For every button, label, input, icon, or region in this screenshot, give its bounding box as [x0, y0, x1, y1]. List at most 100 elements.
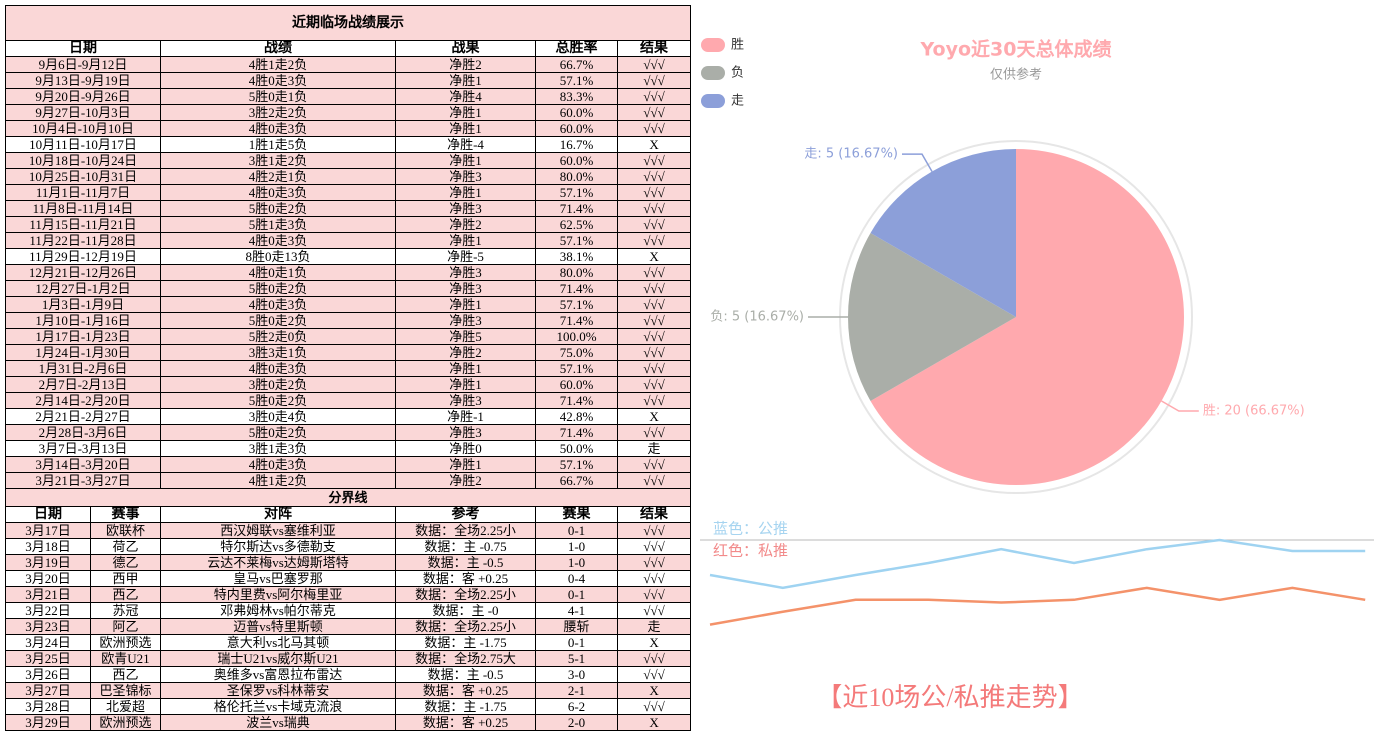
- table-title: 近期临场战绩展示: [4, 5, 692, 41]
- table-cell: 净胜2: [395, 472, 536, 489]
- table-cell: 42.8%: [535, 408, 618, 425]
- table-cell: 数据：客 +0.25: [395, 714, 536, 731]
- table-cell: 欧青U21: [90, 650, 161, 667]
- table-cell: 净胜2: [395, 344, 536, 361]
- table-row: 11月1日-11月7日 4胜0走3负 净胜1 57.1% √√√: [5, 184, 692, 201]
- table-row: 10月11日-10月17日 1胜1走5负 净胜-4 16.7% X: [5, 136, 692, 153]
- table-cell: √√√: [616, 296, 692, 313]
- table-cell: 欧洲预选: [90, 714, 161, 731]
- table-cell: √√√: [616, 264, 692, 281]
- table-cell: 5胜2走0负: [160, 328, 396, 345]
- table-cell: 71.4%: [535, 312, 618, 329]
- table-row: 3月21日-3月27日 4胜1走2负 净胜2 66.7% √√√: [5, 472, 692, 489]
- table-cell: 66.7%: [535, 472, 618, 489]
- table-cell: 3月20日: [5, 570, 91, 587]
- table-cell: √√√: [616, 698, 692, 715]
- table-cell: 2月28日-3月6日: [5, 424, 161, 441]
- results-table: 近期临场战绩展示 日期 战绩 战果 总胜率 结果 9月6日-9月12日 4胜1走2负 净胜2 6…: [4, 5, 692, 731]
- table-cell: 2-1: [535, 682, 618, 699]
- table-cell: 3月24日: [5, 634, 91, 651]
- table-row: 1月24日-1月30日 3胜3走1负 净胜2 75.0% √√√: [5, 344, 692, 361]
- leader-line: [1161, 400, 1199, 412]
- table-row: 3月25日 欧青U21 瑞士U21vs威尔斯U21 数据：全场2.75大 5-1 √√√: [5, 650, 692, 667]
- pie-slice: [848, 233, 1016, 401]
- table-row: 2月7日-2月13日 3胜0走2负 净胜1 60.0% √√√: [5, 376, 692, 393]
- table-cell: 瑞士U21vs威尔斯U21: [160, 650, 396, 667]
- table-row: 2月21日-2月27日 3胜0走4负 净胜-1 42.8% X: [5, 408, 692, 425]
- table-cell: 9月13日-9月19日: [5, 72, 161, 89]
- table-cell: 净胜1: [395, 232, 536, 249]
- table-cell: 80.0%: [535, 264, 618, 281]
- table-cell: 净胜1: [395, 456, 536, 473]
- table-cell: √√√: [616, 554, 692, 571]
- table-cell: 3胜3走1负: [160, 344, 396, 361]
- table-cell: √√√: [616, 344, 692, 361]
- table-row: 9月20日-9月26日 5胜0走1负 净胜4 83.3% √√√: [5, 88, 692, 105]
- table-cell: 净胜3: [395, 280, 536, 297]
- table-row: 1月3日-1月9日 4胜0走3负 净胜1 57.1% √√√: [5, 296, 692, 313]
- table-cell: √√√: [616, 602, 692, 619]
- table-cell: 66.7%: [535, 56, 618, 73]
- table-cell: 12月21日-12月26日: [5, 264, 161, 281]
- line-title: 【近10场公/私推走势】: [816, 683, 1083, 712]
- table-cell: 3胜1走2负: [160, 152, 396, 169]
- table-cell: 5胜0走2负: [160, 392, 396, 409]
- table-row: 12月21日-12月26日 4胜0走1负 净胜3 80.0% √√√: [5, 264, 692, 281]
- table-cell: √√√: [616, 184, 692, 201]
- table-row: 9月27日-10月3日 3胜2走2负 净胜1 60.0% √√√: [5, 104, 692, 121]
- table-cell: √√√: [616, 120, 692, 137]
- table-cell: 净胜3: [395, 264, 536, 281]
- table-row: 3月26日 西乙 奥维多vs富恩拉布雷达 数据：主 -0.5 3-0 √√√: [5, 666, 692, 683]
- table-cell: 净胜-4: [395, 136, 536, 153]
- table-cell: 3月18日: [5, 538, 91, 555]
- legend-label: 红色：私推: [713, 542, 788, 559]
- table-cell: 净胜-1: [395, 408, 536, 425]
- pie-slice: [870, 149, 1185, 485]
- table-row: 1月17日-1月23日 5胜2走0负 净胜5 100.0% √√√: [5, 328, 692, 345]
- divider: 分界线: [4, 488, 692, 507]
- table-cell: 71.4%: [535, 200, 618, 217]
- table-cell: √√√: [616, 328, 692, 345]
- table-cell: √√√: [616, 522, 692, 539]
- table-cell: √√√: [616, 104, 692, 121]
- table-cell: 阿乙: [90, 618, 161, 635]
- leader-line: [902, 153, 933, 172]
- table-cell: 80.0%: [535, 168, 618, 185]
- table-cell: 1月17日-1月23日: [5, 328, 161, 345]
- table-row: 3月17日 欧联杯 西汉姆联vs塞维利亚 数据：全场2.25小 0-1 √√√: [5, 522, 692, 539]
- table-cell: 57.1%: [535, 232, 618, 249]
- table-row: 10月18日-10月24日 3胜1走2负 净胜1 60.0% √√√: [5, 152, 692, 169]
- table-cell: √√√: [616, 456, 692, 473]
- table-cell: √√√: [616, 650, 692, 667]
- table-row: 11月29日-12月19日 8胜0走13负 净胜-5 38.1% X: [5, 248, 692, 265]
- table-cell: 3月14日-3月20日: [5, 456, 161, 473]
- table-cell: 71.4%: [535, 392, 618, 409]
- table-cell: 5胜0走2负: [160, 312, 396, 329]
- table-cell: X: [616, 682, 692, 699]
- table-cell: √√√: [616, 586, 692, 603]
- table-cell: 3胜0走2负: [160, 376, 396, 393]
- table-cell: 4胜0走3负: [160, 232, 396, 249]
- table-cell: 12月27日-1月2日: [5, 280, 161, 297]
- table-cell: √√√: [616, 216, 692, 233]
- table-cell: 100.0%: [535, 328, 618, 345]
- table-cell: 走: [616, 440, 692, 457]
- table-cell: 1月3日-1月9日: [5, 296, 161, 313]
- table-body: 近期临场战绩展示 日期 战绩 战果 总胜率 结果 9月6日-9月12日 4胜1走2负 净胜2 6…: [4, 5, 692, 731]
- table-cell: 特内里费vs阿尔梅里亚: [160, 586, 396, 603]
- table-cell: √√√: [616, 280, 692, 297]
- table-cell: 0-1: [535, 522, 618, 539]
- table-cell: 2月14日-2月20日: [5, 392, 161, 409]
- table-cell: 1月24日-1月30日: [5, 344, 161, 361]
- table-row: 3月23日 阿乙 迈普vs特里斯顿 数据：全场2.25小 腰斩走: [5, 618, 692, 635]
- table-cell: √√√: [616, 360, 692, 377]
- header-cell: 总胜率: [535, 40, 618, 57]
- table-cell: 3月29日: [5, 714, 91, 731]
- table-row: 3月18日 荷乙 特尔斯达vs多德勒支 数据：主 -0.75 1-0 √√√: [5, 538, 692, 555]
- table-cell: 4胜0走3负: [160, 184, 396, 201]
- table-cell: 2月7日-2月13日: [5, 376, 161, 393]
- pie-title: Yoyo近30天总体成绩: [920, 38, 1112, 61]
- table-cell: 3月17日: [5, 522, 91, 539]
